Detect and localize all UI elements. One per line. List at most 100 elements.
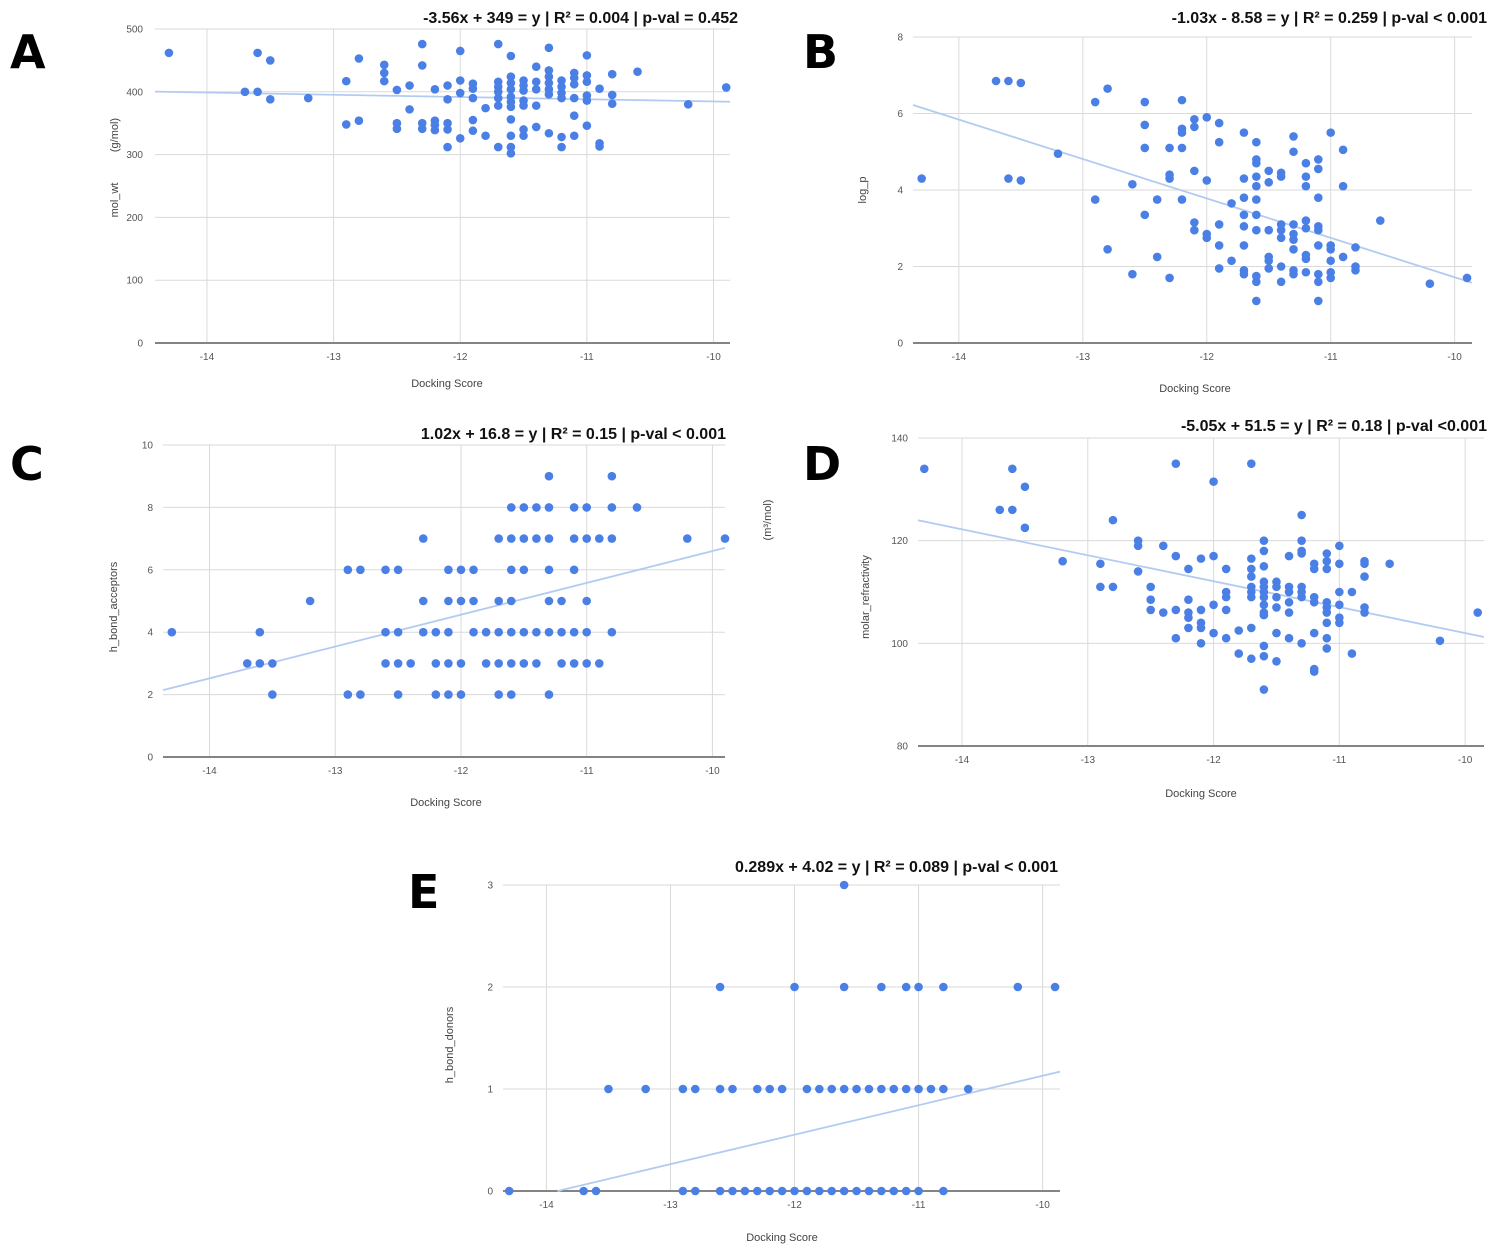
x-axis-label: Docking Score [410,797,482,809]
data-point [557,596,566,606]
data-point [557,93,566,103]
data-point [431,659,441,668]
data-point [506,565,516,575]
data-point [431,690,441,699]
data-point [839,1084,849,1094]
data-point [1284,633,1294,643]
data-point [914,1186,923,1196]
data-point [1252,210,1261,220]
data-point [504,1186,514,1196]
data-point [1128,179,1137,189]
data-point [1259,685,1269,694]
x-tick-label: -12 [787,1200,802,1211]
data-point [1326,273,1336,283]
data-point [544,690,554,699]
y-tick-label: 10 [142,441,154,452]
data-point [393,565,403,575]
trendline [154,90,731,103]
data-point [303,93,313,103]
x-tick-label: -14 [955,755,970,766]
data-point [569,79,579,89]
data-point [1289,269,1298,279]
x-tick-label: -12 [454,766,469,777]
data-point [1297,639,1306,648]
data-point [1309,628,1319,638]
data-point [1146,595,1155,604]
data-point [765,1186,775,1196]
data-point [1314,296,1323,306]
data-point [1360,608,1369,617]
data-point [1322,618,1332,628]
data-point [268,659,277,668]
data-point [582,596,592,606]
data-point [1096,559,1105,569]
data-point [481,627,491,637]
data-point [839,982,849,992]
data-point [405,105,414,114]
data-point [431,627,441,637]
data-point [1276,225,1286,235]
data-point [544,43,554,53]
data-point [493,87,503,97]
data-point [494,534,503,543]
panel-letter: B [803,25,838,79]
data-point [506,596,516,606]
data-point [1360,572,1369,581]
data-point [544,596,554,606]
data-point [1435,636,1445,646]
data-point [1227,256,1236,266]
data-point [1347,649,1357,658]
data-point [1184,595,1193,604]
y-tick-label: 300 [126,150,143,161]
data-point [582,71,592,80]
data-point [1335,618,1344,628]
x-tick-label: -13 [1081,755,1096,766]
data-point [1252,277,1261,287]
data-point [1214,264,1224,273]
data-point [1272,657,1281,666]
data-point [1259,610,1269,620]
data-point [506,627,516,637]
x-tick-label: -14 [202,766,217,777]
data-point [1276,277,1286,287]
data-point [1322,633,1332,643]
data-point [839,1186,849,1196]
x-tick-label: -11 [1332,755,1346,766]
data-point [802,1186,812,1196]
data-point [715,1084,725,1094]
data-point [519,627,529,637]
y-axis-label: h_bond_donors [444,1006,456,1083]
data-point [506,84,516,94]
data-point [519,659,529,668]
data-point [917,174,926,183]
data-point [582,77,592,87]
data-point [1462,273,1472,283]
data-point [430,125,440,135]
data-point [1239,222,1249,231]
data-point [392,124,402,134]
data-point [604,1084,613,1094]
data-point [405,81,414,90]
data-point [242,659,252,668]
data-point [594,659,604,668]
data-point [417,61,427,70]
data-point [569,565,579,575]
data-point [443,125,452,134]
data-point [582,627,592,637]
data-point [557,132,566,142]
data-point [607,503,617,512]
data-point [1289,244,1298,254]
data-point [1140,120,1150,130]
data-point [1326,244,1336,254]
data-point [939,982,948,992]
data-point [1020,482,1030,492]
data-point [1239,210,1249,220]
data-point [519,125,528,134]
data-point [1264,264,1274,273]
data-point [443,118,452,128]
data-point [1351,243,1360,252]
data-point [268,690,277,699]
data-point [506,102,516,112]
data-point [1322,608,1332,617]
data-point [1252,137,1261,147]
